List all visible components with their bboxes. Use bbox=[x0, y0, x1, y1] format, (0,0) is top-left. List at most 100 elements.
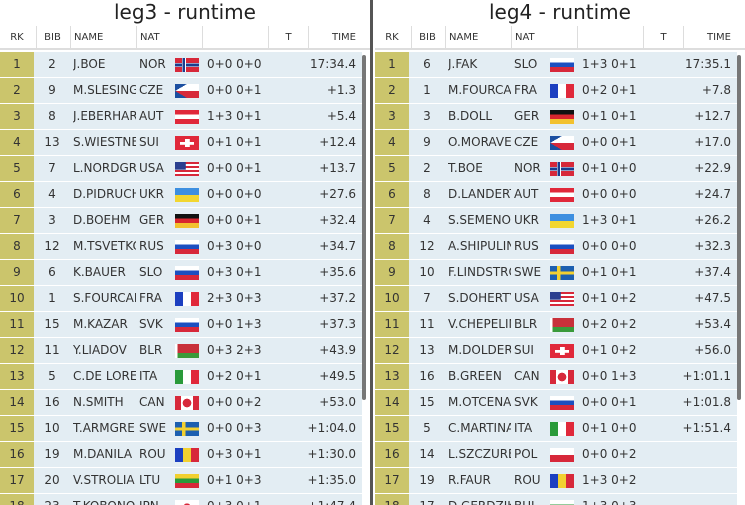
table-row[interactable]: 74 S.SEMENOVUKR 1+3 0+1 +26.2 bbox=[375, 208, 737, 234]
shooting-cell: 0+0 0+0 bbox=[582, 187, 637, 201]
header-time[interactable]: TIME bbox=[308, 26, 356, 50]
nat-cell: ROU bbox=[139, 447, 166, 461]
time-cell: +1:30.0 bbox=[307, 447, 356, 461]
header-rk[interactable]: RK bbox=[10, 32, 24, 43]
bib-cell: 13 bbox=[44, 135, 60, 149]
table-row[interactable]: 12 13 M.DOLDER SUI 0+1 0+2 +56.0 bbox=[375, 338, 737, 364]
name-cell: M.FOURCADE bbox=[448, 83, 511, 97]
table-row[interactable]: 68 D.LANDERTINGERAUT 0+0 0+0 +24.7 bbox=[375, 182, 737, 208]
table-row[interactable]: 14 15 M.OTCENASSVK 0+0 0+1 +1:01.8 bbox=[375, 390, 737, 416]
table-row[interactable]: 11 15 M.KAZAR SVK 0+0 1+3 +37.3 bbox=[0, 312, 362, 338]
table-row[interactable]: 29 M.SLESINGRCZE 0+0 0+1 +1.3 bbox=[0, 78, 362, 104]
bib-cell: 10 bbox=[44, 421, 60, 435]
table-row[interactable]: 8 12 A.SHIPULIN RUS 0+0 0+0 +32.3 bbox=[375, 234, 737, 260]
table-row[interactable]: 8 12 M.TSVETKOVRUS 0+3 0+0 +34.7 bbox=[0, 234, 362, 260]
swe-flag-icon bbox=[175, 422, 199, 436]
nat-cell: BLR bbox=[139, 343, 163, 357]
shooting-cell: 0+2 0+1 bbox=[207, 369, 262, 383]
slo-flag-icon bbox=[175, 266, 199, 280]
table-row[interactable]: 13 16 B.GREEN CAN 0+0 1+3 +1:01.1 bbox=[375, 364, 737, 390]
table-row[interactable]: 9 6 K.BAUER SLO 0+3 0+1 +35.6 bbox=[0, 260, 362, 286]
bib-cell: 5 bbox=[48, 369, 56, 383]
shooting-cell: 0+1 0+1 bbox=[582, 265, 637, 279]
table-row[interactable]: 38 J.EBERHARDAUT 1+3 0+1 +5.4 bbox=[0, 104, 362, 130]
table-row[interactable]: 7 3 D.BOEHM GER 0+0 0+1 +32.4 bbox=[0, 208, 362, 234]
usa-flag-icon bbox=[550, 292, 574, 306]
time-cell: 17:35.1 bbox=[684, 57, 731, 71]
table-row[interactable]: 1817 D.GERDZIKOVBUL 1+3 0+3 bbox=[375, 494, 737, 505]
table-header: RK BIB NAME NAT T TIME bbox=[0, 26, 370, 50]
header-shooting[interactable] bbox=[577, 26, 643, 50]
table-row[interactable]: 1 6 J.FAK SLO 1+3 0+1 17:35.1 bbox=[375, 52, 737, 78]
header-bib[interactable]: BIB bbox=[411, 26, 443, 50]
table-row[interactable]: 49 O.MORAVECCZE 0+0 0+1 +17.0 bbox=[375, 130, 737, 156]
name-cell: A.SHIPULIN bbox=[448, 239, 511, 253]
ita-flag-icon bbox=[175, 370, 199, 384]
scrollbar-thumb[interactable] bbox=[737, 55, 741, 400]
table-row[interactable]: 13 5 C.DE LORENZIITA 0+2 0+1 +49.5 bbox=[0, 364, 362, 390]
table-row[interactable]: 9 10 F.LINDSTROEMSWE 0+1 0+1 +37.4 bbox=[375, 260, 737, 286]
time-cell: +37.3 bbox=[319, 317, 356, 331]
table-row[interactable]: 1 2 J.BOE NOR 0+0 0+0 17:34.4 bbox=[0, 52, 362, 78]
bib-cell: 9 bbox=[423, 135, 431, 149]
name-cell: L.NORDGREN bbox=[73, 161, 136, 175]
bib-cell: 12 bbox=[44, 239, 60, 253]
rk-cell: 13 bbox=[375, 364, 409, 389]
header-shooting[interactable] bbox=[202, 26, 268, 50]
svk-flag-icon bbox=[175, 318, 199, 332]
bib-cell: 19 bbox=[419, 473, 435, 487]
table-row[interactable]: 17 20 V.STROLIA LTU 0+1 0+3 +1:35.0 bbox=[0, 468, 362, 494]
sui-flag-icon bbox=[175, 136, 199, 150]
nat-cell: ITA bbox=[139, 369, 158, 383]
table-row[interactable]: 4 13 S.WIESTNERSUI 0+1 0+1 +12.4 bbox=[0, 130, 362, 156]
header-t[interactable]: T bbox=[268, 26, 308, 50]
header-rk[interactable]: RK bbox=[385, 32, 399, 43]
table-row[interactable]: 64 D.PIDRUCHNYIUKR 0+0 0+0 +27.6 bbox=[0, 182, 362, 208]
table-row[interactable]: 21 M.FOURCADEFRA 0+2 0+1 +7.8 bbox=[375, 78, 737, 104]
table-row[interactable]: 57 L.NORDGRENUSA 0+0 0+1 +13.7 bbox=[0, 156, 362, 182]
table-row[interactable]: 17 19 R.FAUR ROU 1+3 0+2 bbox=[375, 468, 737, 494]
header-bib[interactable]: BIB bbox=[36, 26, 68, 50]
header-t[interactable]: T bbox=[643, 26, 683, 50]
table-row[interactable]: 5 2 T.BOE NOR 0+1 0+0 +22.9 bbox=[375, 156, 737, 182]
table-row[interactable]: 1823 T.KOBONOKIJPN 0+3 0+1 +1:47.4 bbox=[0, 494, 362, 505]
bib-cell: 13 bbox=[419, 343, 435, 357]
name-cell: C.DE LORENZI bbox=[73, 369, 136, 383]
shooting-cell: 0+3 2+3 bbox=[207, 343, 262, 357]
shooting-cell: 0+0 0+2 bbox=[207, 395, 262, 409]
shooting-cell: 0+0 0+1 bbox=[207, 161, 262, 175]
table-row[interactable]: 3 3 B.DOLL GER 0+1 0+1 +12.7 bbox=[375, 104, 737, 130]
time-cell: +49.5 bbox=[319, 369, 356, 383]
header-name[interactable]: NAME bbox=[70, 26, 136, 50]
table-row[interactable]: 11 11 V.CHEPELIN BLR 0+2 0+2 +53.4 bbox=[375, 312, 737, 338]
shooting-cell: 1+3 0+3 bbox=[582, 494, 636, 505]
rk-cell: 11 bbox=[0, 312, 34, 337]
scrollbar-thumb[interactable] bbox=[362, 55, 366, 400]
rk-cell: 5 bbox=[375, 156, 409, 181]
table-row[interactable]: 10 1 S.FOURCADEFRA 2+3 0+3 +37.2 bbox=[0, 286, 362, 312]
bib-cell: 2 bbox=[48, 57, 56, 71]
header-nat[interactable]: NAT bbox=[511, 26, 577, 50]
nat-cell: FRA bbox=[514, 83, 537, 97]
name-cell: F.LINDSTROEM bbox=[448, 265, 511, 279]
rus-flag-icon bbox=[175, 240, 199, 254]
header-time[interactable]: TIME bbox=[683, 26, 731, 50]
nor-flag-icon bbox=[175, 58, 199, 72]
table-row[interactable]: 15 5 C.MARTINATITA 0+1 0+0 +1:51.4 bbox=[375, 416, 737, 442]
table-row[interactable]: 10 7 S.DOHERTY USA 0+1 0+2 +47.5 bbox=[375, 286, 737, 312]
aut-flag-icon bbox=[175, 110, 199, 124]
header-nat[interactable]: NAT bbox=[136, 26, 202, 50]
table-row[interactable]: 14 16 N.SMITH CAN 0+0 0+2 +53.0 bbox=[0, 390, 362, 416]
ita-flag-icon bbox=[550, 422, 574, 436]
time-cell: +22.9 bbox=[694, 161, 731, 175]
table-row[interactable]: 16 19 M.DANILA ROU 0+3 0+1 +1:30.0 bbox=[0, 442, 362, 468]
time-cell: +26.2 bbox=[694, 213, 731, 227]
table-row[interactable]: 12 11 Y.LIADOV BLR 0+3 2+3 +43.9 bbox=[0, 338, 362, 364]
time-cell: +27.6 bbox=[319, 187, 356, 201]
table-row[interactable]: 15 10 T.ARMGRENSWE 0+0 0+3 +1:04.0 bbox=[0, 416, 362, 442]
header-name[interactable]: NAME bbox=[445, 26, 511, 50]
time-cell: +37.4 bbox=[694, 265, 731, 279]
name-cell: L.SZCZUREK bbox=[448, 447, 511, 461]
table-row[interactable]: 16 14 L.SZCZUREKPOL 0+0 0+2 bbox=[375, 442, 737, 468]
bib-cell: 14 bbox=[419, 447, 435, 461]
